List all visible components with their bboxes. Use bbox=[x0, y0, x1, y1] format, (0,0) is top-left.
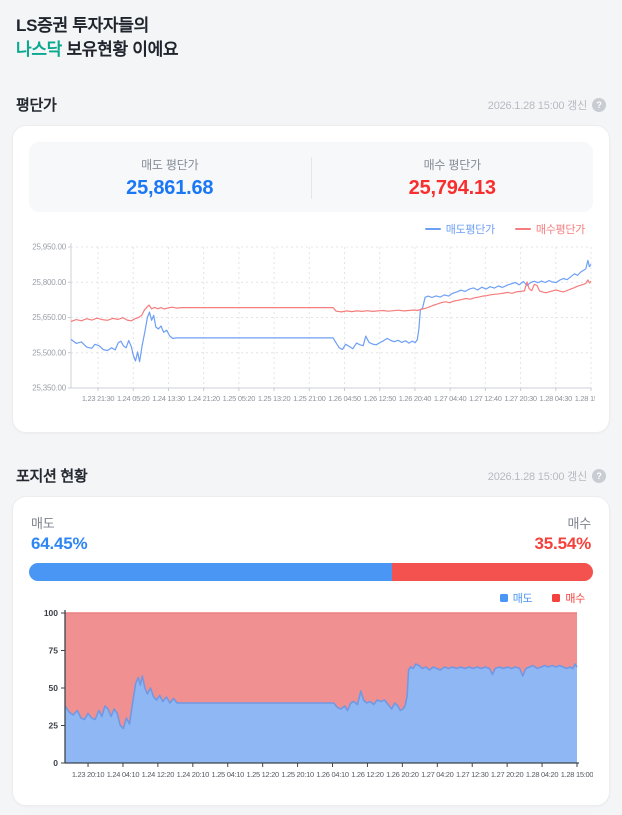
svg-text:1.24 13:30: 1.24 13:30 bbox=[152, 394, 185, 403]
page-title-line2: 나스닥 보유현황 이에요 bbox=[16, 38, 606, 62]
svg-text:1.24 20:10: 1.24 20:10 bbox=[177, 770, 210, 779]
svg-text:1.26 04:10: 1.26 04:10 bbox=[316, 770, 349, 779]
svg-text:1.27 12:30: 1.27 12:30 bbox=[456, 770, 489, 779]
svg-text:1.26 04:50: 1.26 04:50 bbox=[328, 394, 361, 403]
svg-text:0: 0 bbox=[53, 758, 58, 768]
position-updated-text: 2026.1.28 15:00 갱신 bbox=[487, 470, 587, 483]
svg-text:1.26 20:40: 1.26 20:40 bbox=[399, 394, 432, 403]
svg-text:1.24 04:10: 1.24 04:10 bbox=[107, 770, 140, 779]
position-buy-label: 매수 bbox=[567, 516, 591, 531]
position-updated: 2026.1.28 15:00 갱신 ? bbox=[488, 468, 606, 484]
position-pct-row: 64.45% 35.54% bbox=[29, 532, 593, 554]
svg-text:25,350.00: 25,350.00 bbox=[32, 384, 67, 393]
ratio-bar-buy-segment bbox=[392, 563, 593, 581]
buy-avg-cell: 매수 평단가 25,794.13 bbox=[312, 156, 594, 200]
position-sell-percent: 64.45% bbox=[31, 534, 88, 553]
legend-square-swatch bbox=[552, 594, 561, 602]
area-매수 bbox=[65, 613, 577, 729]
svg-text:1.27 04:20: 1.27 04:20 bbox=[421, 770, 454, 779]
avg-price-line-chart: 25,950.00 25,800.00 25,650.00 25,500.00 25,3… bbox=[32, 243, 595, 404]
legend-item: 매도 bbox=[499, 590, 533, 606]
svg-text:1.28 15:00: 1.28 15:00 bbox=[575, 394, 595, 403]
legend-item: 매도평단가 bbox=[424, 221, 495, 237]
svg-text:25,950.00: 25,950.00 bbox=[32, 243, 67, 252]
legend-square-swatch bbox=[499, 594, 508, 602]
svg-text:1.23 21:30: 1.23 21:30 bbox=[82, 394, 115, 403]
sell-avg-value: 25,861.68 bbox=[126, 177, 214, 199]
position-card: 매도 매수 64.45% 35.54% 매도 매수 100 75 50 25 0 1.23 … bbox=[12, 496, 610, 806]
position-ratio-bar bbox=[29, 563, 593, 581]
svg-text:1.25 20:10: 1.25 20:10 bbox=[281, 770, 314, 779]
position-area-chart: 100 75 50 25 0 1.23 20:10 1.24 04:10 1.24 12:20… bbox=[44, 608, 593, 779]
series-매수평단가 bbox=[70, 279, 592, 323]
section-title-position: 포지션 현황 bbox=[16, 468, 88, 485]
avg-price-section-head: 평단가 2026.1.28 15:00 갱신 ? bbox=[16, 94, 606, 115]
index-name: 나스닥 bbox=[16, 40, 63, 59]
legend-label: 매도 bbox=[512, 593, 533, 605]
buy-avg-value: 25,794.13 bbox=[408, 177, 496, 199]
legend-label: 매도평단가 bbox=[445, 224, 495, 236]
svg-text:1.25 04:10: 1.25 04:10 bbox=[212, 770, 245, 779]
page-title-line1: LS증권 투자자들의 bbox=[16, 16, 149, 35]
chart2-body: 100 75 50 25 0 1.23 20:10 1.24 04:10 1.24 12:20… bbox=[44, 608, 593, 779]
svg-text:1.27 20:20: 1.27 20:20 bbox=[491, 770, 524, 779]
svg-text:1.27 20:30: 1.27 20:30 bbox=[504, 394, 537, 403]
svg-text:1.25 12:20: 1.25 12:20 bbox=[246, 770, 279, 779]
avg-price-updated: 2026.1.28 15:00 갱신 ? bbox=[488, 97, 606, 113]
sell-avg-cell: 매도 평단가 25,861.68 bbox=[29, 156, 311, 200]
svg-text:1.26 20:20: 1.26 20:20 bbox=[386, 770, 419, 779]
help-icon[interactable]: ? bbox=[592, 97, 606, 112]
avg-price-legend: 매도평단가 매수평단가 bbox=[29, 222, 585, 236]
svg-text:1.24 12:20: 1.24 12:20 bbox=[142, 770, 175, 779]
position-legend: 매도 매수 bbox=[29, 591, 585, 605]
svg-text:1.27 12:40: 1.27 12:40 bbox=[469, 394, 502, 403]
legend-line-swatch bbox=[514, 228, 531, 230]
legend-item: 매수평단가 bbox=[514, 221, 585, 237]
series-매도평단가 bbox=[70, 259, 592, 363]
ratio-bar-sell-segment bbox=[29, 563, 393, 581]
svg-text:1.24 05:20: 1.24 05:20 bbox=[117, 394, 150, 403]
position-labels-row: 매도 매수 bbox=[29, 513, 593, 532]
svg-text:1.28 04:20: 1.28 04:20 bbox=[526, 770, 559, 779]
page-title-line2-rest: 보유현황 이에요 bbox=[62, 40, 179, 59]
avg-price-card: 매도 평단가 25,861.68 매수 평단가 25,794.13 매도평단가 매… bbox=[12, 125, 610, 433]
page-header: LS증권 투자자들의 나스닥 보유현황 이에요 bbox=[12, 12, 610, 62]
svg-text:1.24 21:20: 1.24 21:20 bbox=[187, 394, 220, 403]
avg-price-summary: 매도 평단가 25,861.68 매수 평단가 25,794.13 bbox=[29, 142, 593, 212]
svg-text:25: 25 bbox=[49, 721, 59, 731]
chart1-body: 25,950.00 25,800.00 25,650.00 25,500.00 25,3… bbox=[32, 243, 595, 404]
svg-text:1.28 04:30: 1.28 04:30 bbox=[540, 394, 573, 403]
svg-text:1.23 20:10: 1.23 20:10 bbox=[72, 770, 105, 779]
legend-label: 매수평단가 bbox=[535, 224, 585, 236]
legend-line-swatch bbox=[424, 228, 441, 230]
svg-text:25,500.00: 25,500.00 bbox=[32, 348, 67, 357]
avg-price-updated-text: 2026.1.28 15:00 갱신 bbox=[487, 99, 587, 112]
area-매도 bbox=[65, 664, 577, 763]
legend-label: 매수 bbox=[565, 593, 585, 605]
position-section-head: 포지션 현황 2026.1.28 15:00 갱신 ? bbox=[16, 465, 606, 486]
svg-text:1.25 05:20: 1.25 05:20 bbox=[223, 394, 256, 403]
svg-text:50: 50 bbox=[49, 683, 59, 693]
svg-text:1.28 15:00: 1.28 15:00 bbox=[561, 770, 593, 779]
svg-text:100: 100 bbox=[44, 608, 58, 618]
svg-text:1.27 04:40: 1.27 04:40 bbox=[434, 394, 467, 403]
svg-text:1.26 12:20: 1.26 12:20 bbox=[351, 770, 384, 779]
svg-text:1.25 13:20: 1.25 13:20 bbox=[258, 394, 291, 403]
section-title-avg-price: 평단가 bbox=[16, 97, 57, 114]
summary-divider bbox=[310, 157, 312, 199]
buy-avg-label: 매수 평단가 bbox=[423, 158, 482, 172]
svg-text:75: 75 bbox=[49, 646, 59, 656]
svg-text:1.25 21:00: 1.25 21:00 bbox=[293, 394, 326, 403]
sell-avg-label: 매도 평단가 bbox=[141, 158, 199, 172]
position-buy-percent: 35.54% bbox=[534, 534, 592, 553]
position-sell-label: 매도 bbox=[31, 516, 55, 531]
svg-text:25,650.00: 25,650.00 bbox=[32, 313, 67, 322]
help-icon[interactable]: ? bbox=[592, 468, 606, 483]
legend-item: 매수 bbox=[552, 590, 585, 606]
svg-text:25,800.00: 25,800.00 bbox=[32, 278, 67, 287]
svg-text:1.26 12:50: 1.26 12:50 bbox=[364, 394, 397, 403]
